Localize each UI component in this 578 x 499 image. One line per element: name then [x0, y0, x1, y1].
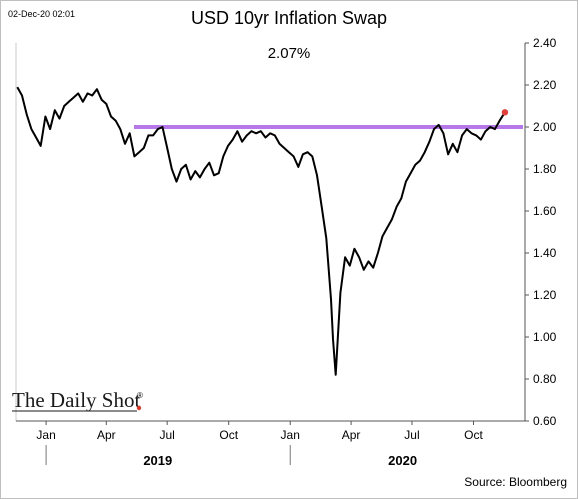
x-tick-label: Jul — [404, 428, 419, 442]
y-axis: 2.40 2.20 2.00 1.80 1.60 1.40 1.20 1.00 0.80 0.60 — [525, 36, 557, 428]
x-tick-label: Oct — [464, 428, 483, 442]
timestamp: 02-Dec-20 02:01 — [8, 9, 75, 19]
x-axis: Jan Apr Jul Oct Jan Apr Jul Oct 2019 2020 — [36, 421, 483, 468]
chart-subtitle: 2.07% — [268, 45, 311, 62]
source-note: Source: Bloomberg — [464, 475, 567, 489]
x-tick-label: Apr — [342, 428, 361, 442]
year-label: 2020 — [388, 453, 417, 468]
x-tick-label: Jan — [36, 428, 55, 442]
y-tick-label: 1.40 — [533, 246, 557, 260]
plot-area — [16, 86, 523, 376]
y-tick-label: 2.00 — [533, 120, 557, 134]
y-tick-label: 2.40 — [533, 36, 557, 50]
x-tick-label: Apr — [97, 428, 116, 442]
y-tick-label: 1.00 — [533, 330, 557, 344]
logo-text: The Daily Shot — [12, 388, 140, 412]
x-tick-label: Oct — [219, 428, 238, 442]
last-value-marker — [501, 109, 509, 116]
series-line — [16, 86, 506, 376]
logo-registered-mark: ® — [137, 391, 143, 400]
logo-dot — [136, 405, 142, 411]
y-tick-label: 0.60 — [533, 414, 557, 428]
y-tick-label: 1.80 — [533, 162, 557, 176]
y-tick-label: 1.20 — [533, 288, 557, 302]
y-tick-label: 1.60 — [533, 204, 557, 218]
y-tick-label: 2.20 — [533, 78, 557, 92]
year-label: 2019 — [143, 453, 172, 468]
y-tick-label: 0.80 — [533, 372, 557, 386]
chart-title: USD 10yr Inflation Swap — [191, 8, 387, 28]
daily-shot-logo: The Daily Shot ® — [12, 388, 143, 412]
x-tick-label: Jul — [159, 428, 174, 442]
x-tick-label: Jan — [281, 428, 300, 442]
